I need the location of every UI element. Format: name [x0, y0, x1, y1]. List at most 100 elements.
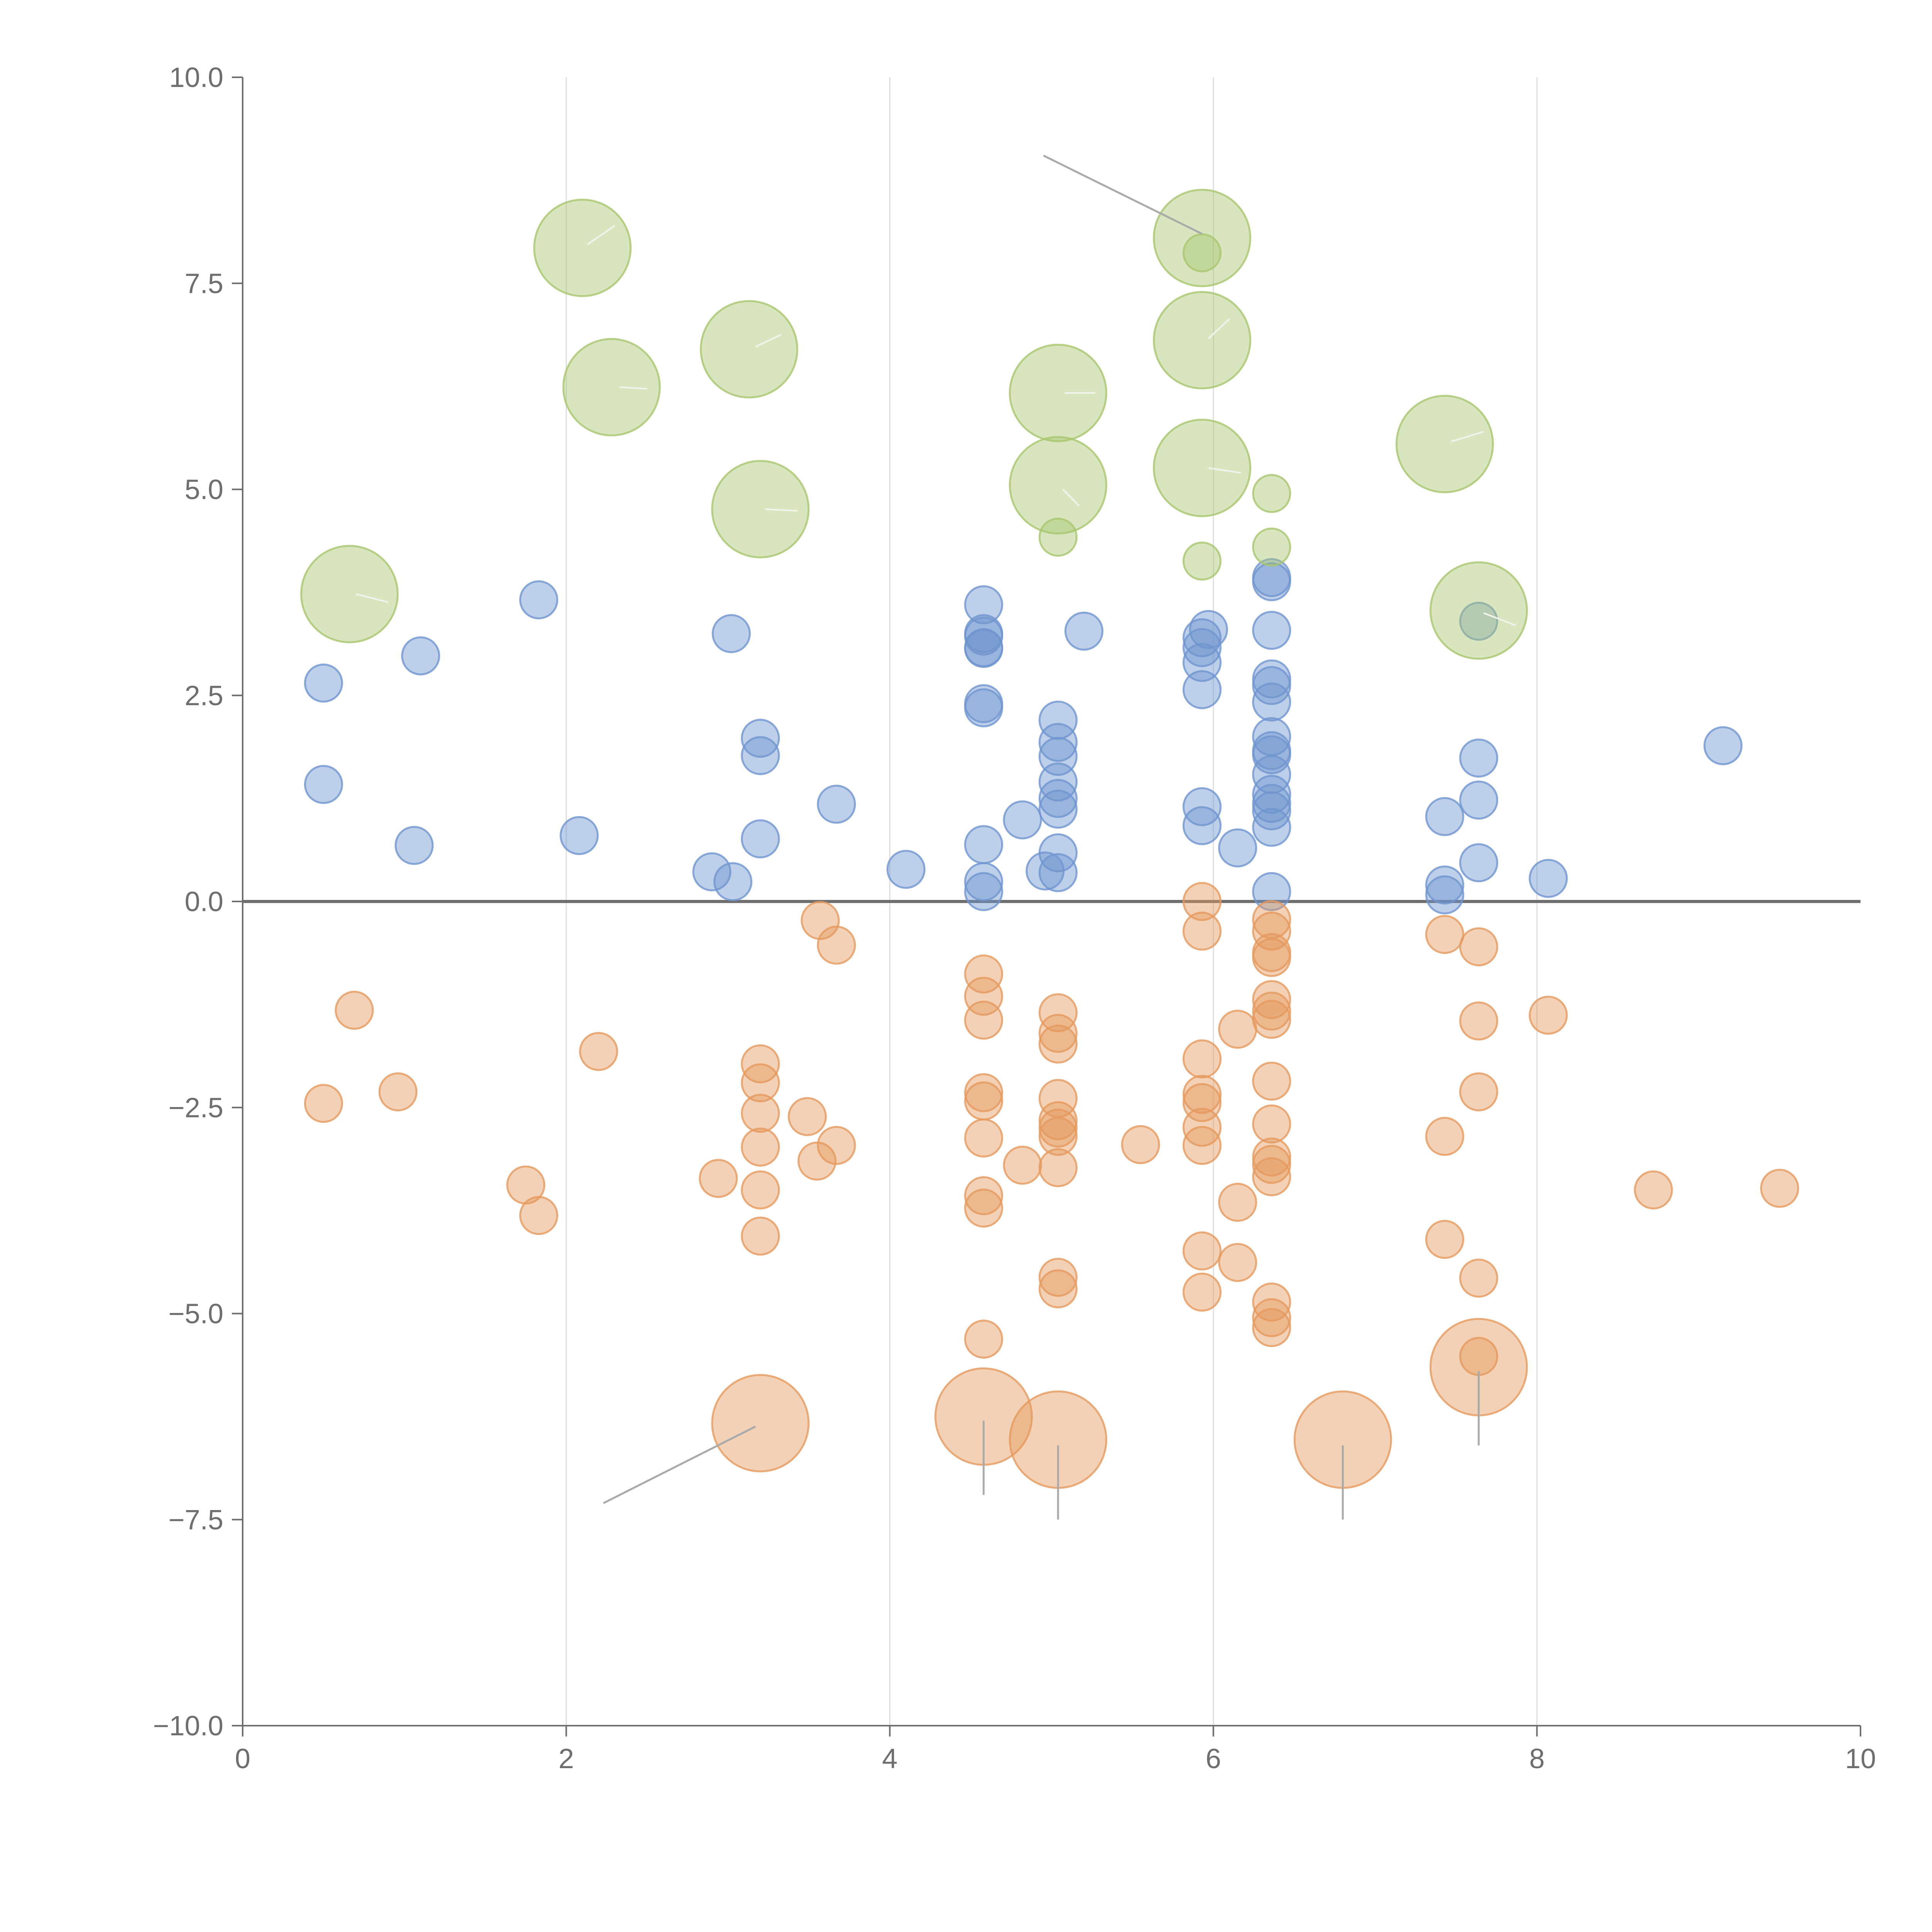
annotation-leader-line: [1208, 318, 1230, 339]
data-point-positive: [964, 616, 1003, 656]
data-point-negative: [741, 1170, 780, 1210]
data-point-positive: [1252, 791, 1291, 830]
data-point-negative: [787, 1097, 827, 1136]
data-point-negative: [1038, 1014, 1078, 1053]
data-point-negative: [579, 1032, 618, 1071]
data-point-negative: [1038, 1148, 1078, 1187]
data-point-negative: [1218, 1010, 1257, 1049]
data-point-negative: [801, 901, 840, 940]
data-point-negative: [964, 976, 1003, 1016]
annotation-leader-line: [587, 225, 616, 245]
data-point-negative: [1252, 1104, 1291, 1144]
data-point-negative: [1218, 1243, 1257, 1282]
data-point-negative: [1182, 882, 1222, 921]
data-point-negative: [1252, 1308, 1291, 1347]
data-point-positive: [1425, 865, 1464, 905]
data-point-highlight: [1009, 436, 1107, 535]
data-point-positive: [711, 614, 751, 653]
data-point-negative: [1038, 993, 1078, 1032]
data-point-negative: [1425, 1220, 1464, 1259]
data-point-negative: [1121, 1125, 1160, 1164]
data-point-positive: [886, 850, 926, 889]
data-point-positive: [1026, 851, 1065, 891]
data-point-negative: [699, 1159, 738, 1198]
data-point-positive: [1459, 843, 1498, 883]
y-tick-label: 0.0: [185, 886, 223, 917]
data-point-positive: [1425, 875, 1464, 915]
data-point-negative: [1182, 1075, 1222, 1114]
data-point-positive: [1038, 762, 1078, 802]
data-point-highlight: [1182, 233, 1222, 272]
data-point-negative: [741, 1094, 780, 1133]
data-point-positive: [1038, 853, 1078, 892]
data-point-negative: [304, 1084, 343, 1123]
data-point-negative: [378, 1072, 418, 1112]
data-point-positive: [1189, 610, 1228, 649]
data-point-negative: [1182, 1126, 1222, 1165]
data-point-positive: [401, 636, 440, 675]
data-point-positive: [1252, 611, 1291, 650]
data-point-positive: [1218, 828, 1257, 867]
data-point-positive: [1038, 789, 1078, 829]
data-point-negative: [964, 954, 1003, 994]
data-point-negative: [335, 991, 374, 1030]
data-point-highlight: [711, 460, 810, 558]
data-point-highlight: [1429, 561, 1528, 660]
data-point-positive: [1038, 779, 1078, 818]
data-point-negative: [797, 1141, 837, 1181]
data-point-positive: [1425, 797, 1464, 836]
data-point-negative: [1425, 1117, 1464, 1156]
data-point-highlight: [1182, 541, 1222, 581]
data-point-positive: [713, 862, 753, 901]
data-point-negative: [1252, 938, 1291, 977]
data-point-negative: [1760, 1168, 1799, 1208]
data-point-highlight: [700, 300, 798, 399]
data-point-positive: [964, 872, 1003, 911]
data-point-negative: [1459, 1072, 1498, 1112]
data-point-negative: [1182, 1231, 1222, 1270]
data-point-negative: [1252, 980, 1291, 1019]
data-point-negative: [1252, 1000, 1291, 1039]
data-point-highlight: [1153, 418, 1252, 517]
data-point-negative: [964, 1176, 1003, 1215]
data-point-negative: [1252, 992, 1291, 1031]
data-point-highlight: [1153, 189, 1252, 287]
data-point-positive: [1252, 682, 1291, 722]
data-point-highlight: [533, 199, 632, 297]
data-point-positive: [1252, 808, 1291, 847]
data-point-positive: [560, 816, 599, 855]
data-point-negative: [1038, 1024, 1078, 1064]
annotation-leader-line: [355, 593, 389, 603]
y-tick-label: 10.0: [169, 62, 223, 93]
data-point-positive: [1252, 666, 1291, 705]
data-point-negative: [1003, 1146, 1042, 1185]
data-point-positive: [964, 862, 1003, 901]
data-point-positive: [964, 585, 1003, 624]
data-point-positive: [1064, 611, 1104, 651]
annotation-leader-line: [765, 508, 798, 512]
data-point-negative: [817, 925, 856, 965]
x-tick-label: 4: [882, 1743, 898, 1774]
data-point-negative: [1038, 1269, 1078, 1309]
data-point-negative: [964, 1320, 1003, 1359]
x-tick-label: 10: [1845, 1743, 1876, 1774]
data-point-negative: [741, 1063, 780, 1102]
data-point-highlight: [1252, 527, 1291, 567]
data-point-positive: [964, 825, 1003, 864]
data-point-positive: [817, 784, 856, 824]
data-point-highlight: [300, 545, 399, 643]
data-point-highlight: [562, 338, 661, 437]
annotation-leader-line: [1483, 612, 1516, 626]
data-point-positive: [1038, 723, 1078, 762]
data-point-highlight: [1153, 291, 1252, 389]
data-point-positive: [1182, 643, 1222, 682]
x-tick-label: 6: [1206, 1743, 1221, 1774]
data-point-positive: [1459, 738, 1498, 778]
y-tick-label: 7.5: [185, 268, 223, 299]
data-point-negative: [1459, 1001, 1498, 1041]
x-tick-label: 2: [558, 1743, 574, 1774]
data-point-positive: [304, 765, 343, 804]
data-point-negative: [1038, 1117, 1078, 1156]
data-points: [300, 189, 1799, 1489]
data-point-positive: [1459, 781, 1498, 820]
